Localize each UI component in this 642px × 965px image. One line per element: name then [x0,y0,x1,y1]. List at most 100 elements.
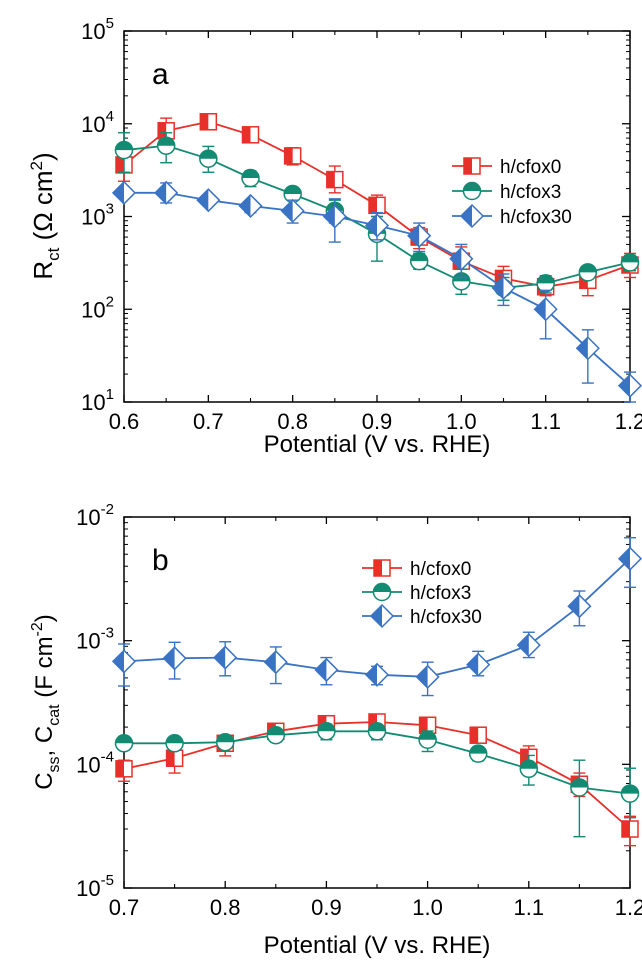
data-point-h/cfox3-fill [115,734,133,744]
data-point-h/cfox3-fill [157,137,175,146]
x-tick-label: 1.0 [446,409,477,434]
series-h/cfox0 [115,113,639,297]
y-tick-label: 105 [81,15,114,44]
legend-label-h/cfox30: h/cfox30 [500,207,572,228]
plot-area-b [111,537,642,847]
legend-label-h/cfox0: h/cfox0 [500,157,561,178]
data-point-h/cfox30-fill [568,595,580,618]
x-tick-label: 0.8 [210,895,241,920]
data-point-h/cfox0-fill [242,126,251,143]
data-point-h/cfox30-fill [155,181,167,204]
x-tick-label: 0.6 [109,409,140,434]
legend-label-h/cfox3: h/cfox3 [410,583,471,604]
data-point-h/cfox3-fill [242,169,259,179]
data-point-h/cfox0-fill [470,727,479,744]
data-point-h/cfox30-fill [239,194,251,217]
series-h/cfox30 [111,180,642,403]
data-point-h/cfox30-fill [315,658,327,681]
series-line-h/cfox3 [124,730,631,795]
data-point-h/cfox3-fill [115,141,133,151]
data-point-h/cfox30-fill [197,189,209,212]
data-point-h/cfox30-fill [214,646,226,669]
y-axis-label-b: Css, Ccat (F cm-2) [29,614,63,790]
chart-panel-a: 0.6 0.7 0.8 0.9 1.0 1.1 1.2 101 102 103 104 105 a P… [27,15,642,458]
data-point-h/cfox0-fill [158,122,167,139]
data-point-h/cfox30-fill [113,650,124,673]
chart-panel-b: 0.7 0.8 0.9 1.0 1.1 1.2 10-5 10-4 10-3 10-2 b Pot… [29,501,642,959]
data-point-h/cfox30-fill [366,214,377,237]
data-point-h/cfox30-fill [619,374,630,397]
data-point-h/cfox0-fill [520,749,529,766]
legend-label-h/cfox0: h/cfox0 [410,559,471,580]
data-point-h/cfox30-fill [113,181,124,204]
x-axis-label-a: Potential (V vs. RHE) [264,431,491,458]
data-point-h/cfox30-fill [492,276,504,299]
legend-a: h/cfox0 h/cfox3 h/cfox30 [452,157,572,229]
data-point-h/cfox3-fill [621,253,639,263]
series-h/cfox30 [111,537,642,697]
data-point-h/cfox30-fill [534,298,546,321]
data-point-h/cfox0-fill [166,750,175,767]
data-point-h/cfox3-fill [368,722,386,732]
data-point-h/cfox0-fill [284,147,293,164]
x-tick-label: 0.8 [277,409,308,434]
data-point-h/cfox3-fill [579,263,597,273]
data-point-h/cfox3-fill [166,734,184,744]
y-tick-label: 10-4 [76,748,114,777]
data-point-h/cfox3-fill [570,778,588,788]
legend-marker-h/cfox0-fill [374,560,382,576]
data-point-h/cfox3-fill [410,252,428,262]
legend-marker-h/cfox30-fill [371,605,382,627]
y-tick-label: 103 [81,201,114,230]
legend-label-h/cfox30: h/cfox30 [410,607,482,628]
legend-marker-h/cfox3-fill [373,583,391,592]
data-point-h/cfox3-fill [284,185,302,194]
panel-label-b: b [152,544,169,577]
data-point-h/cfox30-fill [408,224,420,247]
data-point-h/cfox3-fill [199,150,217,159]
series-h/cfox3 [114,722,640,838]
data-point-h/cfox0-fill [116,156,124,173]
legend-label-h/cfox3: h/cfox3 [500,182,561,203]
y-tick-label: 10-5 [76,872,114,901]
plot-area-a [111,113,642,403]
y-tick-label: 101 [81,386,114,415]
data-point-h/cfox3-fill [317,722,335,732]
x-tick-label: 1.2 [615,409,642,434]
data-point-h/cfox0-fill [369,713,377,730]
legend-b: h/cfox0 h/cfox3 h/cfox30 [362,559,482,629]
legend-marker-h/cfox0-fill [464,158,472,174]
data-point-h/cfox3-fill [621,785,639,794]
data-point-h/cfox3-fill [520,760,538,769]
data-point-h/cfox30-fill [163,647,175,670]
panel-label-a: a [152,58,169,91]
data-point-h/cfox3-fill [537,274,555,284]
data-point-h/cfox0-fill [495,270,504,287]
x-tick-label: 0.7 [109,895,140,920]
legend-marker-h/cfox30-fill [461,205,472,227]
data-point-h/cfox30-fill [366,663,377,686]
data-point-h/cfox0-fill [200,113,209,130]
y-tick-label: 102 [81,293,114,322]
y-tick-label: 10-3 [76,625,114,654]
data-point-h/cfox3-fill [267,726,285,736]
x-tick-label: 1.0 [412,895,443,920]
data-point-h/cfox3-fill [469,745,487,754]
x-tick-label: 0.7 [193,409,224,434]
data-point-h/cfox30-fill [281,199,293,222]
data-point-h/cfox30-fill [450,247,462,270]
x-axis-label-b: Potential (V vs. RHE) [264,932,491,959]
x-tick-label: 0.9 [362,409,393,434]
data-point-h/cfox0-fill [116,760,124,777]
data-point-h/cfox30-fill [416,665,428,688]
y-axis-label-a: Rct (Ω cm2) [27,152,63,279]
data-point-h/cfox3-fill [216,733,234,743]
data-point-h/cfox30-fill [517,634,529,657]
x-tick-label: 1.2 [615,895,642,920]
data-point-h/cfox30-fill [576,337,588,360]
data-point-h/cfox30-fill [323,205,335,228]
data-point-h/cfox0-fill [419,717,428,734]
x-tick-label: 0.9 [311,895,342,920]
data-point-h/cfox0-fill [326,171,335,188]
